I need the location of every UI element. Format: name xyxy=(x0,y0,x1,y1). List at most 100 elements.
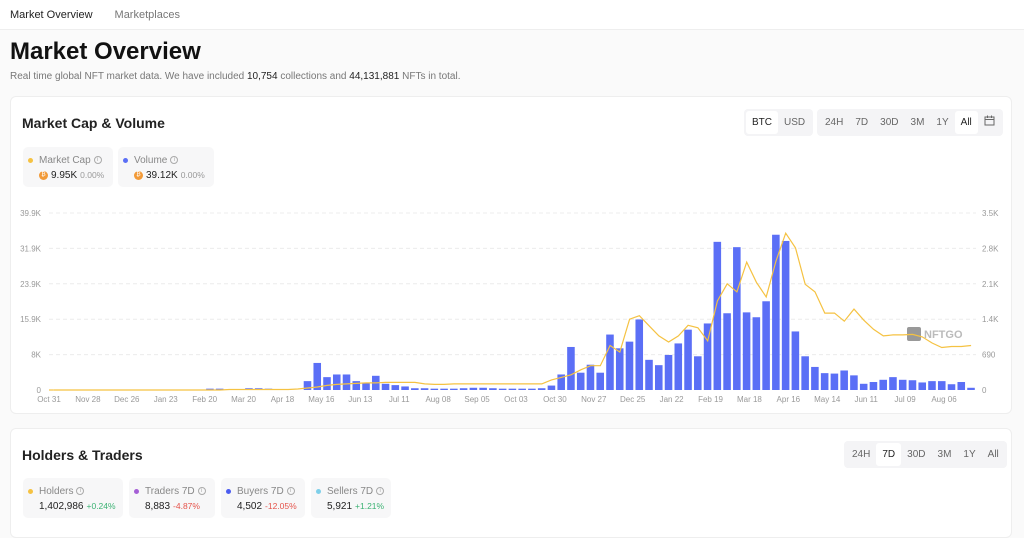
range-3m-button[interactable]: 3M xyxy=(937,449,952,460)
volume-bar xyxy=(869,382,878,390)
volume-bar xyxy=(908,380,917,390)
x-tick-label: Jul 09 xyxy=(894,395,916,404)
range-selector: 24H 7D 30D 3M 1Y All xyxy=(844,441,1007,468)
stat-holders: Holders i 1,402,986 +0.24% xyxy=(23,478,123,518)
stat-change: +0.24% xyxy=(86,501,116,511)
market-chart: 0 0 8K 690 15.9K 1.4K 23.9K 2.1K 31.9K 2.8K 39.9K 3… xyxy=(20,209,999,404)
x-tick-label: Nov 28 xyxy=(75,395,101,404)
stat-value: 5,921 xyxy=(327,501,353,512)
x-tick-label: Aug 08 xyxy=(425,395,451,404)
x-tick-label: Jul 11 xyxy=(389,395,410,404)
x-tick-label: Dec 25 xyxy=(620,395,646,404)
volume-bar xyxy=(342,374,351,390)
volume-bar xyxy=(967,387,975,390)
volume-bar xyxy=(537,388,546,390)
currency-btc-button[interactable]: BTC xyxy=(746,111,778,134)
stat-value-row: 8,883 -4.87% xyxy=(145,501,200,512)
stat-label: Sellers 7D i xyxy=(327,486,385,497)
range-7d-button[interactable]: 7D xyxy=(876,443,902,466)
volume-bar xyxy=(918,382,927,390)
stat-change: +1.21% xyxy=(355,501,385,511)
stat-value-row: 1,402,986 +0.24% xyxy=(39,501,116,512)
x-tick-label: Aug 06 xyxy=(931,395,957,404)
market-cap-volume-card: Market Cap & Volume BTC USD 24H 7D 30D 3M 1Y… xyxy=(10,96,1012,414)
range-selector: 24H 7D 30D 3M 1Y All xyxy=(817,109,1003,136)
calendar-icon[interactable] xyxy=(978,111,1001,134)
volume-bar xyxy=(723,313,731,390)
x-tick-label: Jan 23 xyxy=(154,395,179,404)
volume-bar xyxy=(206,388,214,390)
stat-value: 8,883 xyxy=(145,501,171,512)
volume-bar xyxy=(332,374,341,390)
info-icon[interactable]: i xyxy=(376,487,385,496)
volume-bar xyxy=(635,319,644,390)
btc-icon: ₿ xyxy=(39,170,48,180)
volume-bar xyxy=(684,329,692,390)
x-tick-label: Oct 30 xyxy=(543,395,567,404)
legend-dot xyxy=(226,489,231,494)
volume-bar xyxy=(498,388,507,390)
info-icon[interactable]: i xyxy=(76,487,85,496)
range-1y-button[interactable]: 1Y xyxy=(936,117,949,128)
y-right-tick-label: 690 xyxy=(982,351,996,360)
volume-bar xyxy=(606,334,614,390)
volume-bar xyxy=(674,343,683,390)
top-nav: Market Overview Marketplaces xyxy=(0,0,1024,30)
range-24h-button[interactable]: 24H xyxy=(825,117,844,128)
y-left-tick-label: 0 xyxy=(37,386,42,395)
info-icon[interactable]: i xyxy=(170,156,179,165)
y-left-tick-label: 15.9K xyxy=(20,315,42,324)
range-30d-button[interactable]: 30D xyxy=(880,117,899,128)
btc-icon: ₿ xyxy=(134,170,143,180)
range-all-button[interactable]: All xyxy=(954,111,978,134)
tab-marketplaces[interactable]: Marketplaces xyxy=(114,8,180,21)
volume-bar xyxy=(898,379,907,390)
volume-bar xyxy=(391,385,400,390)
stat-label: Holders i xyxy=(39,486,85,497)
page-subtitle: Real time global NFT market data. We hav… xyxy=(10,71,460,82)
x-tick-label: May 16 xyxy=(308,395,335,404)
x-tick-label: Oct 31 xyxy=(37,395,61,404)
volume-bar xyxy=(811,366,819,390)
stat-traders-7d: Traders 7D i 8,883 -4.87% xyxy=(129,478,215,518)
range-all-button[interactable]: All xyxy=(987,449,999,460)
stat-volume: Volume i ₿ 39.12K 0.00% xyxy=(118,147,214,187)
x-tick-label: Jan 22 xyxy=(660,395,685,404)
legend-dot xyxy=(316,489,321,494)
market-cap-line xyxy=(53,231,972,391)
tab-market-overview[interactable]: Market Overview xyxy=(10,8,93,21)
volume-bar xyxy=(850,375,858,390)
x-tick-label: Mar 18 xyxy=(737,395,762,404)
info-icon[interactable]: i xyxy=(197,487,206,496)
stat-label-text: Buyers 7D xyxy=(237,486,284,497)
y-left-tick-label: 8K xyxy=(31,351,41,360)
volume-bar xyxy=(459,388,468,390)
stat-label: Traders 7D i xyxy=(145,486,206,497)
volume-bar xyxy=(323,377,331,390)
range-24h-button[interactable]: 24H xyxy=(852,449,871,460)
range-7d-button[interactable]: 7D xyxy=(855,117,869,128)
volume-bar xyxy=(508,388,517,390)
watermark-logo-icon xyxy=(907,327,921,341)
stat-value-row: 4,502 -12.05% xyxy=(237,501,297,512)
currency-usd-button[interactable]: USD xyxy=(784,117,806,128)
stat-change: 0.00% xyxy=(80,170,105,180)
stat-sellers-7d: Sellers 7D i 5,921 +1.21% xyxy=(311,478,391,518)
volume-bar xyxy=(362,382,370,390)
volume-bar xyxy=(840,370,848,390)
volume-bar xyxy=(440,388,448,390)
x-tick-label: Apr 16 xyxy=(777,395,801,404)
page-title: Market Overview xyxy=(10,38,201,65)
stat-value: 9.95K xyxy=(51,170,78,181)
volume-bar xyxy=(654,365,663,390)
stat-label: Buyers 7D i xyxy=(237,486,295,497)
range-3m-button[interactable]: 3M xyxy=(910,117,925,128)
volume-bar xyxy=(303,381,312,390)
volume-bar xyxy=(957,382,966,390)
range-1y-button[interactable]: 1Y xyxy=(963,449,976,460)
info-icon[interactable]: i xyxy=(93,156,102,165)
range-30d-button[interactable]: 30D xyxy=(907,449,926,460)
x-tick-label: Feb 20 xyxy=(192,395,217,404)
info-icon[interactable]: i xyxy=(286,487,295,496)
volume-bar xyxy=(762,301,770,390)
